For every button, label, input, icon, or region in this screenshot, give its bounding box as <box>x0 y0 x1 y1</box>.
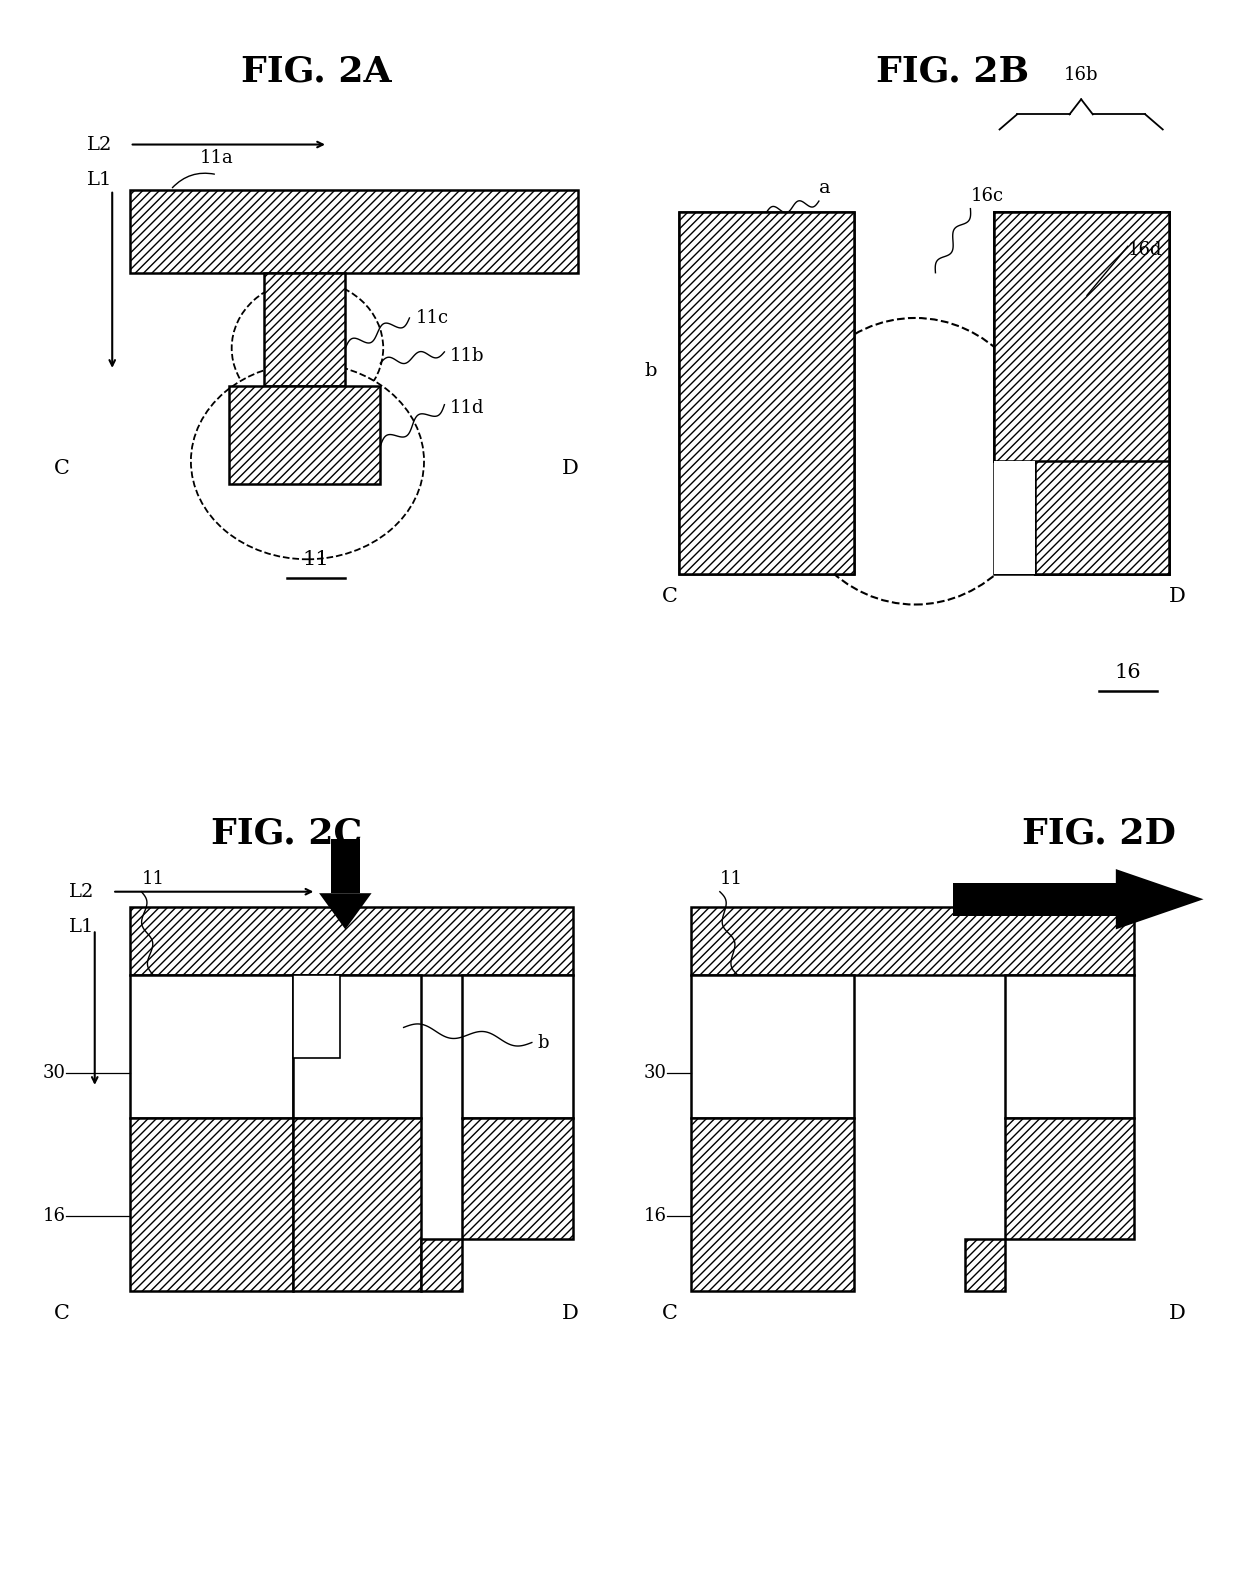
Text: 16d: 16d <box>1128 240 1162 259</box>
Text: 16: 16 <box>644 1207 667 1225</box>
Bar <box>331 839 360 894</box>
Bar <box>993 212 1168 575</box>
Bar <box>463 1119 573 1238</box>
Bar <box>680 212 854 575</box>
Text: 30: 30 <box>42 1064 66 1082</box>
Bar <box>1006 974 1133 1119</box>
Text: 30: 30 <box>644 1064 667 1082</box>
Bar <box>130 974 293 1119</box>
Ellipse shape <box>191 363 424 559</box>
Text: 11c: 11c <box>415 309 449 327</box>
Text: D: D <box>1169 1304 1185 1323</box>
Text: FIG. 2A: FIG. 2A <box>241 53 392 88</box>
Ellipse shape <box>232 280 383 416</box>
Text: 16c: 16c <box>971 187 1003 204</box>
Bar <box>130 190 578 273</box>
Text: C: C <box>55 1304 69 1323</box>
Text: 16: 16 <box>42 1207 66 1225</box>
Bar <box>293 974 340 1057</box>
Text: L2: L2 <box>87 135 113 154</box>
Bar <box>1034 212 1168 575</box>
Text: 11: 11 <box>141 870 165 888</box>
Text: L1: L1 <box>87 171 113 189</box>
Bar <box>293 974 422 1119</box>
Text: C: C <box>662 1304 677 1323</box>
Bar <box>691 1119 854 1291</box>
Text: b: b <box>538 1034 549 1051</box>
Text: FIG. 2B: FIG. 2B <box>877 53 1029 88</box>
Text: D: D <box>562 1304 578 1323</box>
Bar <box>954 883 1116 916</box>
Polygon shape <box>1116 869 1204 930</box>
Text: 11d: 11d <box>450 399 485 418</box>
Text: a: a <box>818 179 831 198</box>
Bar <box>691 906 1133 974</box>
Bar <box>293 1119 422 1291</box>
Text: D: D <box>562 459 578 478</box>
Polygon shape <box>319 894 372 930</box>
Text: FIG. 2D: FIG. 2D <box>1022 817 1176 850</box>
Text: L2: L2 <box>69 883 94 900</box>
Text: D: D <box>1169 588 1185 606</box>
Text: 11: 11 <box>719 870 743 888</box>
Bar <box>264 273 345 386</box>
Text: L1: L1 <box>69 917 94 936</box>
Bar <box>993 212 1168 462</box>
Ellipse shape <box>784 317 1047 605</box>
Bar <box>680 212 854 575</box>
Text: 11b: 11b <box>450 347 485 364</box>
Text: FIG. 2C: FIG. 2C <box>212 817 362 850</box>
Text: 16b: 16b <box>1064 66 1099 85</box>
Bar <box>229 386 381 484</box>
Bar <box>422 1238 463 1291</box>
Text: 16: 16 <box>1115 663 1141 682</box>
Bar <box>130 906 573 974</box>
Bar <box>463 974 573 1119</box>
Bar <box>130 1119 293 1291</box>
Text: b: b <box>644 361 656 380</box>
Bar <box>965 1238 1006 1291</box>
Text: C: C <box>662 588 677 606</box>
Bar <box>993 462 1034 575</box>
Bar <box>1006 1119 1133 1238</box>
Bar <box>691 974 854 1119</box>
Text: C: C <box>55 459 69 478</box>
Text: 11: 11 <box>303 550 330 569</box>
Text: 11a: 11a <box>200 149 233 167</box>
